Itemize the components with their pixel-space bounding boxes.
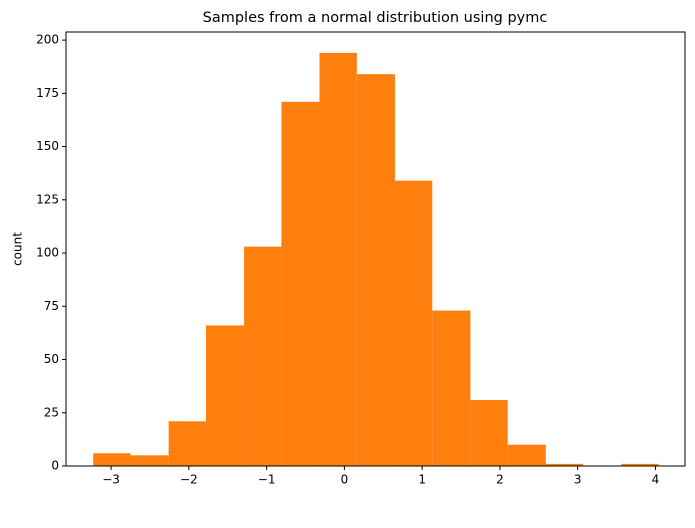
- x-tick-label: 0: [341, 473, 349, 487]
- bar: [244, 246, 282, 466]
- y-axis-label: count: [11, 232, 25, 266]
- y-tick-label: 100: [36, 246, 59, 260]
- bar: [281, 101, 320, 466]
- bar: [432, 310, 471, 466]
- y-tick-label: 0: [51, 459, 59, 473]
- bar: [394, 180, 433, 467]
- bar: [470, 399, 508, 466]
- bar: [168, 421, 206, 466]
- bar: [205, 325, 245, 466]
- bar: [356, 74, 395, 467]
- bar: [545, 463, 584, 466]
- y-tick-label: 125: [36, 192, 59, 206]
- axes-frame: [65, 31, 686, 467]
- x-tick-label: 4: [652, 473, 660, 487]
- y-tick-label: 150: [36, 139, 59, 153]
- x-tick-label: 2: [496, 473, 504, 487]
- bar: [507, 444, 546, 466]
- y-tick-label: 50: [44, 352, 59, 366]
- x-tick-label: −1: [258, 473, 276, 487]
- chart-title: Samples from a normal distribution using…: [203, 10, 548, 26]
- y-tick-label: 200: [36, 33, 59, 47]
- bar: [319, 52, 357, 467]
- y-tick-label: 25: [44, 405, 59, 419]
- x-tick-label: 3: [574, 473, 582, 487]
- bar: [621, 463, 659, 466]
- x-tick-label: −2: [180, 473, 198, 487]
- bar: [93, 453, 131, 466]
- y-tick-label: 175: [36, 86, 59, 100]
- x-tick-label: −3: [102, 473, 120, 487]
- y-tick-label: 75: [44, 299, 59, 313]
- x-tick-label: 1: [418, 473, 426, 487]
- bar: [130, 455, 169, 466]
